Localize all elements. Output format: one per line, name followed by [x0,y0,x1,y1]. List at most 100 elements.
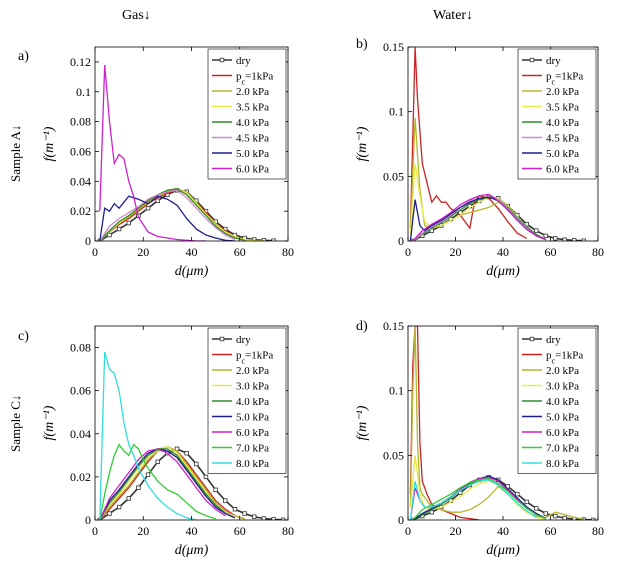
data-point [562,515,567,520]
y-tick-label: 0.02 [70,470,91,484]
legend-label-5: 5.0 kPa [546,412,579,424]
series-line-4 [99,188,245,241]
series-line-8 [409,479,537,520]
legend-label-0: dry [546,334,561,346]
legend-label-3: 3.5 kPa [546,102,579,114]
legend-label-4: 4.0 kPa [236,396,269,408]
y-tick-label: 0.1 [389,105,404,119]
x-axis-label: d(μm) [175,264,209,279]
x-tick-label: 40 [186,245,198,259]
data-point [553,513,558,519]
series-line-8 [99,351,197,520]
legend-marker [219,57,225,63]
y-tick-label: 0 [398,513,404,527]
x-tick-label: 0 [405,245,411,259]
data-point [145,472,151,477]
x-tick-label: 40 [497,524,509,538]
data-point [107,511,112,516]
data-point [107,232,112,238]
chart-panel-a: a) 0 20 40 60 80 0 0.02 0.04 0.06 0.08 0.1 0.12 d(μm)… [18,46,294,279]
series-line-3 [409,455,546,520]
series-line-1 [409,47,528,239]
x-tick-label: 80 [282,245,294,259]
y-tick-label: 0 [85,513,91,527]
legend-label-5: 5.0 kPa [236,412,269,424]
x-tick-label: 20 [137,245,149,259]
legend-label-1: pc=1kPa [546,71,583,87]
data-point [242,511,247,516]
x-axis-label: d(μm) [175,543,209,558]
chart-panel-b: b) 0 20 40 60 80 0 0.05 0.1 0.15 d(μm) f(m⁻¹) dry pc=… [355,37,604,279]
data-point [252,514,257,519]
column-title-gas: Gas↓ [122,8,151,23]
legend-label-4: 4.0 kPa [546,396,579,408]
legend-marker [529,336,535,342]
legend-label-0: dry [546,55,561,67]
legend-label-2: 2.0 kPa [546,365,579,377]
legend-label-5: 4.5 kPa [546,133,579,145]
y-tick-label: 0.04 [70,174,91,188]
data-point [562,237,567,241]
series-group [97,351,286,520]
x-tick-label: 0 [405,524,411,538]
y-tick-label: 0.08 [70,115,91,129]
x-tick-label: 0 [92,245,98,259]
data-point [232,507,238,512]
data-point [534,228,539,233]
legend-label-2: 2.0 kPa [546,86,579,98]
data-point [126,496,131,501]
data-point [155,198,160,203]
y-tick-label: 0.1 [389,384,404,398]
data-point [116,504,122,510]
series-line-7 [412,477,547,520]
legend-label-0: dry [236,334,251,346]
legend-label-1: pc=1kPa [546,350,583,366]
y-tick-label: 0.12 [70,55,91,69]
series-line-5 [99,448,236,520]
series-line-4 [412,196,547,241]
panel-label: a) [18,49,29,64]
x-tick-label: 20 [450,524,462,538]
y-axis-label: f(m⁻¹) [42,405,57,440]
data-point [543,511,548,516]
legend-label-7: 6.0 kPa [546,164,579,176]
x-tick-label: 0 [92,524,98,538]
legend-label-8: 8.0 kPa [236,458,269,470]
y-axis-label: f(m⁻¹) [355,405,370,440]
data-point [194,461,199,467]
chart-panel-c: c) 0 20 40 60 80 0 0.02 0.04 0.06 0.08 d(μm) f(m⁻¹) d… [18,325,294,558]
legend-label-2: 2.0 kPa [236,86,269,98]
legend-label-3: 3.5 kPa [236,102,269,114]
x-tick-label: 20 [450,245,462,259]
legend-label-2: 2.0 kPa [236,365,269,377]
data-point [543,233,548,239]
data-point [155,459,160,464]
panel-label: d) [356,319,368,334]
column-title-water: Water↓ [433,8,474,23]
x-tick-label: 60 [234,524,246,538]
y-tick-label: 0.1 [76,85,91,99]
y-tick-label: 0.15 [383,40,404,54]
y-tick-label: 0.05 [383,169,404,183]
data-point [515,491,520,497]
data-point [203,474,209,480]
y-tick-label: 0 [85,234,91,248]
y-tick-label: 0.08 [70,341,91,355]
panel-label: b) [356,37,368,52]
legend-label-6: 5.0 kPa [546,148,579,160]
x-tick-label: 20 [137,524,149,538]
series-line-2 [99,445,245,520]
legend-label-3: 3.0 kPa [546,381,579,393]
series-line-1 [409,326,480,520]
x-tick-label: 60 [545,524,557,538]
data-point [126,220,131,226]
x-axis-label: d(μm) [486,264,520,279]
y-tick-label: 0 [398,234,404,248]
x-tick-label: 80 [282,524,294,538]
series-group [409,47,586,241]
y-tick-label: 0.02 [70,204,91,218]
